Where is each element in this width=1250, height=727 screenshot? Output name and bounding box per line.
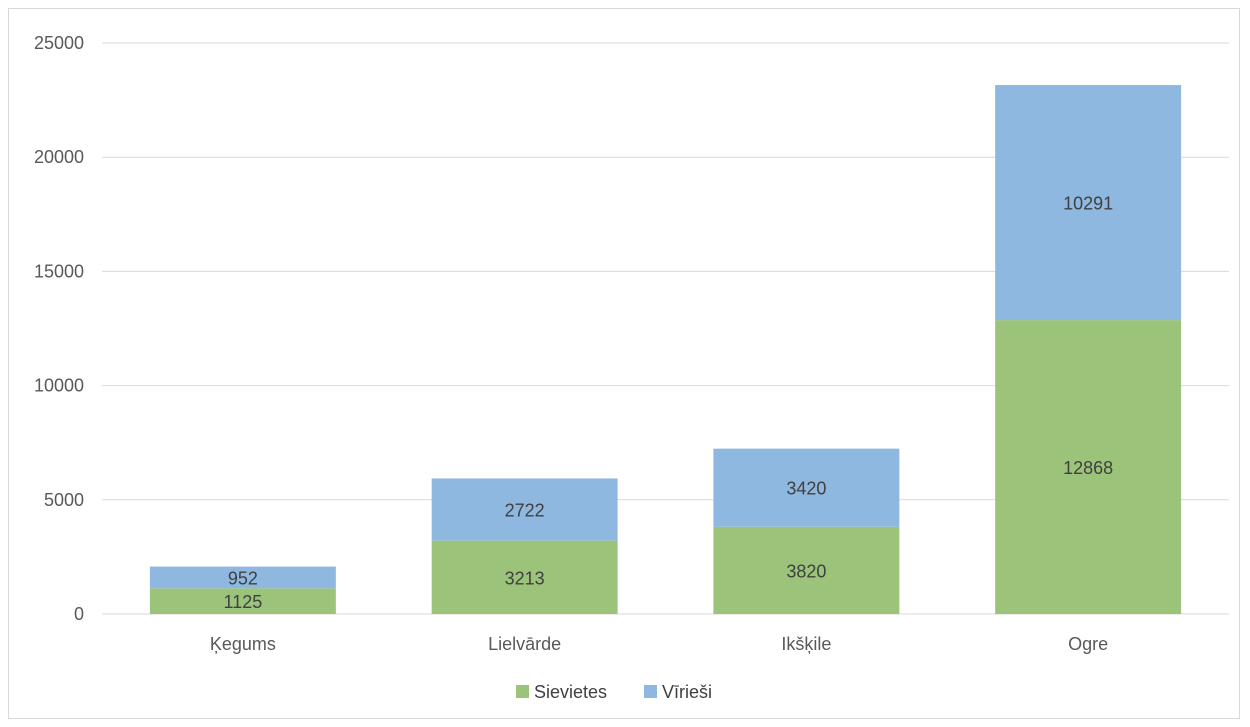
y-axis-ticks: 0 5000 10000 15000 20000 25000 bbox=[34, 33, 84, 624]
data-label: 2722 bbox=[505, 501, 545, 521]
data-label: 10291 bbox=[1063, 194, 1113, 214]
bar-sievietes bbox=[995, 320, 1182, 614]
bars bbox=[149, 85, 1182, 614]
legend-swatch bbox=[516, 685, 529, 698]
bar-sievietes bbox=[713, 526, 900, 614]
bar-virieši bbox=[713, 448, 900, 527]
x-tick-label: Lielvārde bbox=[488, 634, 561, 654]
data-label: 952 bbox=[228, 568, 258, 588]
y-tick-label: 10000 bbox=[34, 376, 84, 396]
legend-label: Vīrieši bbox=[662, 682, 712, 702]
data-label: 3820 bbox=[786, 561, 826, 581]
legend-label: Sievietes bbox=[534, 682, 607, 702]
data-label: 1125 bbox=[224, 592, 263, 612]
y-tick-label: 5000 bbox=[44, 490, 84, 510]
bar-virieši bbox=[431, 478, 618, 541]
data-label: 3213 bbox=[505, 568, 545, 588]
bar-virieši bbox=[995, 85, 1182, 321]
y-tick-label: 0 bbox=[74, 604, 84, 624]
bar-sievietes bbox=[431, 540, 618, 614]
data-labels: 1125 952 3213 2722 3820 3420 12868 10291 bbox=[224, 194, 1114, 613]
x-tick-label: Ikšķile bbox=[781, 634, 831, 654]
bar-virieši bbox=[149, 566, 336, 589]
y-tick-label: 15000 bbox=[34, 261, 84, 281]
legend: Sievietes Vīrieši bbox=[516, 682, 712, 702]
legend-swatch bbox=[644, 685, 657, 698]
chart-frame bbox=[8, 8, 1240, 719]
x-axis-ticks: Ķegums Lielvārde Ikšķile Ogre bbox=[210, 634, 1108, 654]
data-label: 3420 bbox=[786, 479, 826, 499]
y-tick-label: 25000 bbox=[34, 33, 84, 53]
bar-sievietes bbox=[149, 588, 336, 614]
data-label: 12868 bbox=[1063, 458, 1113, 478]
x-tick-label: Ķegums bbox=[210, 634, 276, 654]
y-tick-label: 20000 bbox=[34, 147, 84, 167]
x-tick-label: Ogre bbox=[1068, 634, 1108, 654]
